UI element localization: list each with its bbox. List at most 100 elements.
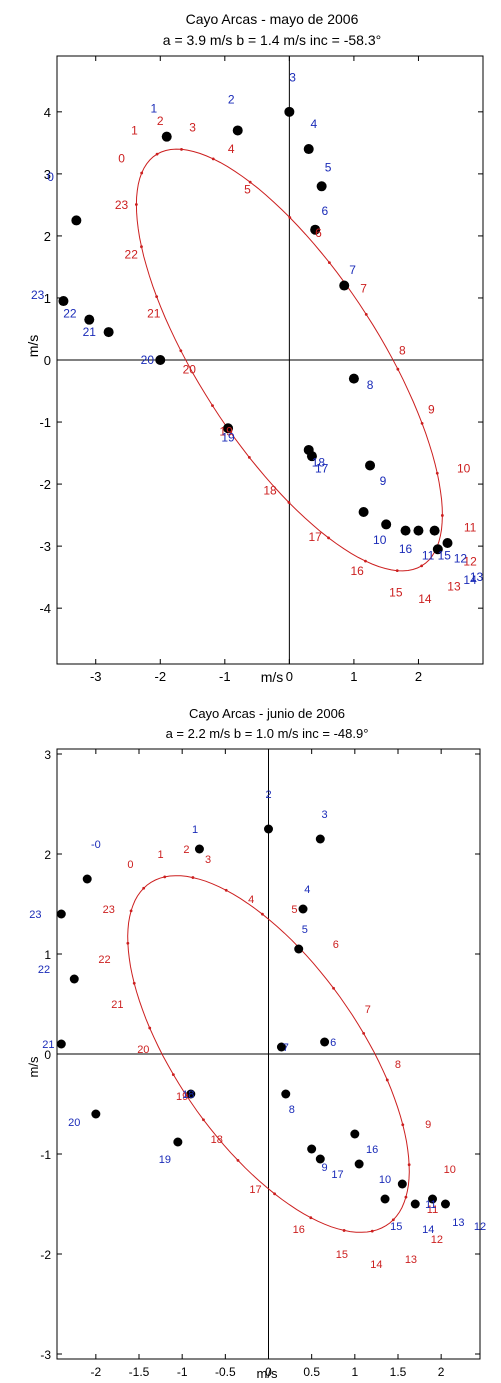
fitted-hour-label: 19 [176,1091,188,1103]
fitted-hour-label: 15 [389,586,403,600]
ellipse-hour-marker [180,147,183,151]
ellipse-hour-marker [362,1032,366,1035]
observed-point [91,1109,101,1119]
fitted-hour-label: 2 [183,844,189,856]
observed-hour-label: 4 [311,117,318,131]
fitted-hour-label: 9 [425,1119,431,1131]
ellipse-hour-marker [273,1192,276,1196]
observed-hour-label: 1 [150,102,157,116]
observed-point [307,1144,317,1154]
observed-point [315,834,325,844]
observed-point [310,224,321,235]
observed-point [232,125,243,136]
ellipse-hour-marker [401,1123,405,1127]
ellipse-hour-marker [129,909,133,913]
observed-hour-label: 10 [373,533,387,547]
observed-hour-label: 3 [289,71,296,85]
ellipse-hour-marker [247,455,251,459]
observed-hour-label: 23 [29,909,41,921]
observed-hour-label: 13 [452,1217,464,1229]
observed-hour-label: 11 [422,548,435,562]
observed-hour-label: 0 [47,170,54,184]
x-tick-label: 2 [438,1365,445,1379]
observed-hour-label: 21 [42,1039,54,1051]
observed-hour-label: 19 [221,431,235,445]
observed-point [306,451,317,462]
observed-hour-label: 20 [141,353,155,367]
observed-point [380,1194,390,1204]
ellipse-hour-marker [211,404,214,408]
fitted-hour-label: 18 [263,483,277,497]
y-tick-label: -4 [39,601,51,616]
fitted-hour-label: 7 [360,282,367,296]
ellipse-hour-marker [148,1026,152,1030]
observed-point [56,909,66,919]
y-tick-label: -3 [39,539,51,554]
ellipse-hour-marker [407,1163,411,1167]
observed-point [56,1039,66,1049]
observed-point [155,355,166,365]
fitted-hour-label: 6 [333,939,339,951]
fitted-hour-label: 1 [158,849,164,861]
ellipse-hour-marker [224,888,228,892]
ellipse-hour-marker [132,981,136,985]
x-tick-label: 0 [286,669,293,684]
fitted-hour-label: 23 [115,198,129,212]
fitted-hour-label: 20 [183,362,197,376]
observed-point [284,106,295,117]
chart-subtitle: a = 3.9 m/s b = 1.4 m/s inc = -58.3° [163,32,381,48]
fitted-hour-label: 6 [315,226,322,240]
y-tick-label: 3 [44,167,51,182]
ellipse-hour-marker [261,912,264,916]
ellipse-hour-marker [171,1073,175,1076]
y-tick-label: 2 [44,229,51,244]
chart-junio-2006: Cayo Arcas - junio de 2006 a = 2.2 m/s b… [26,706,486,1381]
observed-hour-label: 15 [390,1221,402,1233]
ellipse-hour-marker [332,986,335,990]
observed-point [354,1159,364,1169]
x-axis-label: m/s [261,669,284,685]
observed-point [429,525,440,536]
ellipse-hour-marker [142,886,146,890]
observed-point [84,314,95,325]
observed-hour-label: 6 [322,204,329,218]
fitted-hour-label: 14 [418,592,432,606]
ellipse-hour-marker [364,559,367,563]
fitted-hour-label: 3 [189,120,196,134]
observed-hour-label: 1 [192,824,198,836]
x-tick-label: 1 [351,1365,358,1379]
observed-hour-label: 13 [470,570,484,584]
observed-hour-label: 20 [68,1117,80,1129]
observed-hour-label: 16 [366,1144,378,1156]
ellipse-hour-marker [287,501,291,504]
x-tick-label: 0.5 [303,1365,320,1379]
observed-hour-label: -0 [91,839,101,851]
observed-point [358,507,369,517]
x-tick-label: -1 [219,669,231,684]
observed-point [316,181,327,192]
ellipse-hour-marker [179,349,183,353]
observed-point [276,1042,286,1052]
observed-hour-label: 5 [325,161,332,175]
fitted-hour-label: 11 [427,1204,438,1216]
ellipse-hour-marker [420,564,424,568]
ellipse-hour-marker [211,157,215,161]
ellipse-hour-marker [435,471,439,475]
fitted-hour-label: 4 [228,142,235,156]
fitted-hour-label: 13 [447,579,461,593]
observed-point [281,1089,291,1099]
y-tick-label: -2 [40,1248,51,1262]
observed-hour-label: 2 [228,92,235,106]
observed-hour-label: 8 [289,1104,295,1116]
fitted-hour-label: 8 [395,1059,401,1071]
ellipse-hour-marker [288,216,292,219]
fitted-hour-label: 21 [147,306,161,320]
fitted-hour-label: 18 [211,1134,223,1146]
observed-hour-label: 6 [330,1037,336,1049]
ellipse-hour-marker [163,875,167,879]
observed-hour-label: 17 [315,462,329,476]
observed-point [339,280,350,291]
observed-point [223,423,234,434]
ellipse-hour-marker [126,941,130,945]
y-tick-label: 1 [44,948,51,962]
